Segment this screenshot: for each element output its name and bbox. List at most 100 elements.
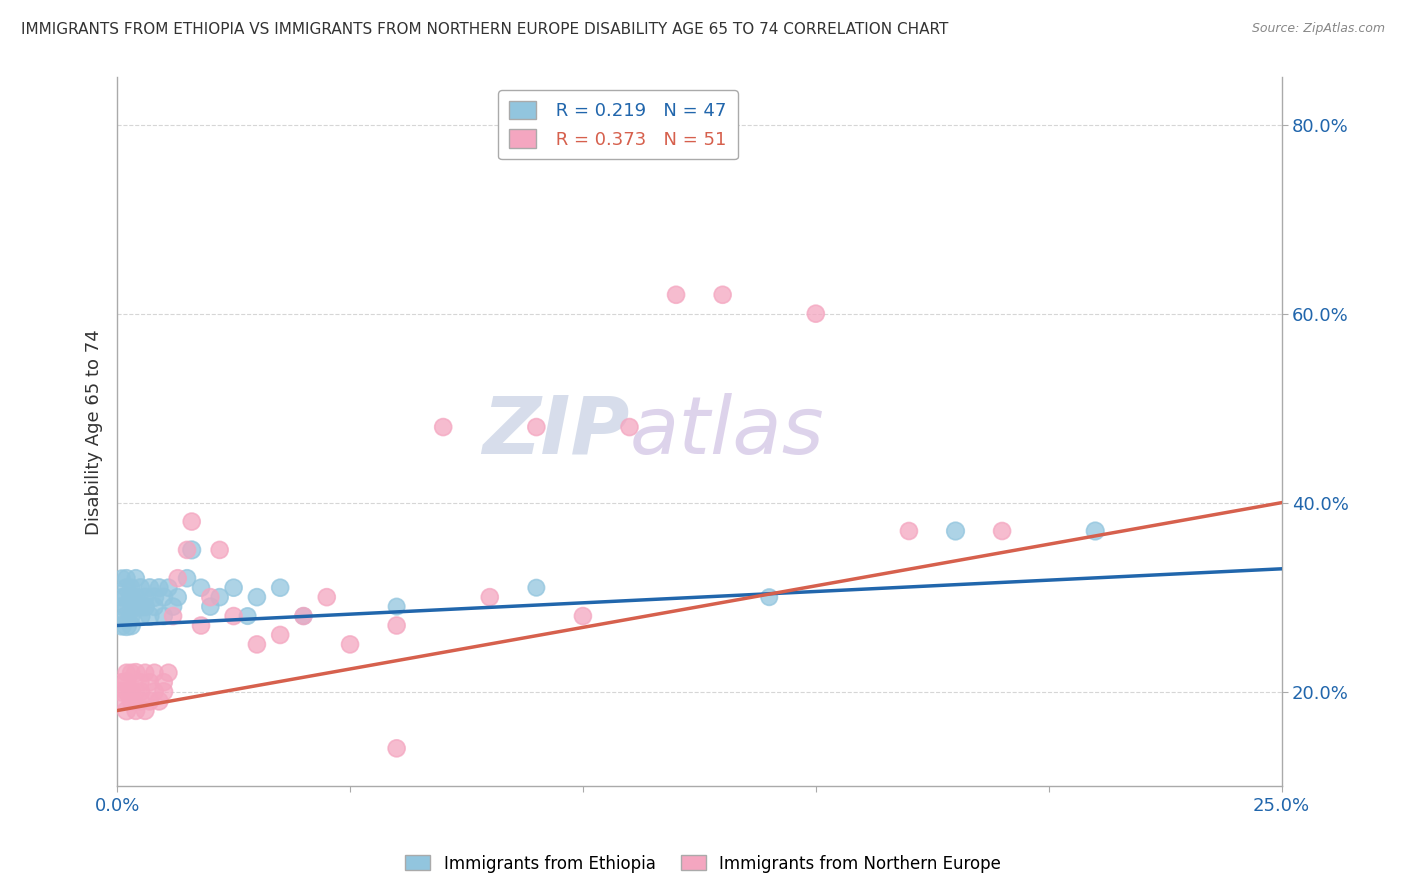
Point [129, 581, 152, 595]
Text: IMMIGRANTS FROM ETHIOPIA VS IMMIGRANTS FROM NORTHERN EUROPE DISABILITY AGE 65 TO: IMMIGRANTS FROM ETHIOPIA VS IMMIGRANTS F… [21, 22, 949, 37]
Point [139, 581, 162, 595]
Point [115, 618, 138, 632]
Point [619, 420, 641, 434]
Point [111, 684, 134, 698]
Point [139, 675, 162, 690]
Point [134, 599, 156, 614]
Point [897, 524, 920, 538]
Point [115, 665, 138, 680]
Point [269, 581, 291, 595]
Point [246, 590, 269, 604]
Point [148, 581, 170, 595]
Point [524, 581, 547, 595]
Point [208, 590, 231, 604]
Point [120, 618, 142, 632]
Point [269, 628, 291, 642]
Point [152, 675, 174, 690]
Point [120, 590, 142, 604]
Point [222, 609, 245, 624]
Point [125, 665, 148, 680]
Text: Source: ZipAtlas.com: Source: ZipAtlas.com [1251, 22, 1385, 36]
Point [129, 694, 152, 708]
Point [339, 637, 361, 651]
Point [120, 684, 142, 698]
Point [190, 581, 212, 595]
Point [143, 590, 166, 604]
Point [152, 609, 174, 624]
Point [162, 609, 184, 624]
Point [176, 571, 198, 585]
Point [478, 590, 501, 604]
Point [111, 590, 134, 604]
Point [115, 675, 138, 690]
Point [152, 684, 174, 698]
Point [176, 542, 198, 557]
Point [120, 581, 142, 595]
Point [162, 599, 184, 614]
Point [139, 694, 162, 708]
Point [134, 590, 156, 604]
Point [111, 599, 134, 614]
Point [129, 599, 152, 614]
Point [143, 665, 166, 680]
Point [166, 590, 188, 604]
Point [292, 609, 315, 624]
Point [125, 571, 148, 585]
Point [208, 542, 231, 557]
Point [143, 599, 166, 614]
Point [111, 694, 134, 708]
Point [758, 590, 780, 604]
Point [111, 571, 134, 585]
Point [115, 581, 138, 595]
Point [180, 542, 202, 557]
Text: atlas: atlas [630, 392, 824, 471]
Point [711, 287, 734, 301]
Point [190, 618, 212, 632]
Point [166, 571, 188, 585]
Point [120, 665, 142, 680]
Point [115, 609, 138, 624]
Point [129, 675, 152, 690]
Point [134, 704, 156, 718]
Point [200, 599, 222, 614]
Point [143, 684, 166, 698]
Point [315, 590, 337, 604]
Point [148, 694, 170, 708]
Point [152, 590, 174, 604]
Point [115, 684, 138, 698]
Point [524, 420, 547, 434]
Point [115, 590, 138, 604]
Point [115, 599, 138, 614]
Point [292, 609, 315, 624]
Point [991, 524, 1014, 538]
Point [129, 684, 152, 698]
Point [115, 571, 138, 585]
Point [157, 581, 180, 595]
Point [385, 618, 408, 632]
Point [1084, 524, 1107, 538]
Point [385, 741, 408, 756]
Legend:  R = 0.219   N = 47,  R = 0.373   N = 51: R = 0.219 N = 47, R = 0.373 N = 51 [498, 90, 738, 160]
Point [945, 524, 967, 538]
Point [246, 637, 269, 651]
Point [115, 704, 138, 718]
Point [129, 609, 152, 624]
Point [385, 599, 408, 614]
Y-axis label: Disability Age 65 to 74: Disability Age 65 to 74 [86, 329, 103, 534]
Point [125, 704, 148, 718]
Point [572, 609, 595, 624]
Legend: Immigrants from Ethiopia, Immigrants from Northern Europe: Immigrants from Ethiopia, Immigrants fro… [399, 848, 1007, 880]
Point [111, 675, 134, 690]
Text: ZIP: ZIP [482, 392, 630, 471]
Point [111, 618, 134, 632]
Point [120, 609, 142, 624]
Point [125, 590, 148, 604]
Point [804, 307, 827, 321]
Point [200, 590, 222, 604]
Point [134, 665, 156, 680]
Point [665, 287, 688, 301]
Point [125, 684, 148, 698]
Point [139, 609, 162, 624]
Point [432, 420, 454, 434]
Point [157, 665, 180, 680]
